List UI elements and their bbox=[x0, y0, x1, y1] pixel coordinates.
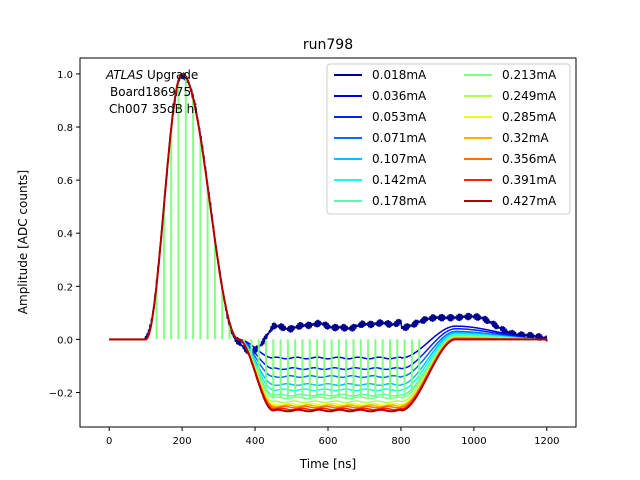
x-tick-label: 800 bbox=[391, 436, 410, 447]
legend-label: 0.285mA bbox=[502, 110, 557, 124]
x-tick-label: 1000 bbox=[461, 436, 486, 447]
legend-label: 0.018mA bbox=[372, 68, 427, 82]
legend-label: 0.32mA bbox=[502, 131, 549, 145]
series-0.427mA bbox=[108, 72, 548, 413]
series-0.213mA-samples bbox=[155, 76, 421, 399]
annotation-line-3: Ch007 35dB hi bbox=[109, 102, 198, 116]
y-tick-label: 0.2 bbox=[57, 282, 73, 293]
legend-label: 0.427mA bbox=[502, 194, 557, 208]
legend-label: 0.071mA bbox=[372, 131, 427, 145]
y-axis: −0.2 0.0 0.2 0.4 0.6 0.8 1.0 bbox=[49, 70, 80, 399]
x-tick-label: 400 bbox=[246, 436, 265, 447]
y-axis-label: Amplitude [ADC counts] bbox=[16, 170, 30, 314]
legend-box bbox=[326, 63, 571, 215]
chart-title: run798 bbox=[303, 37, 353, 53]
x-axis-label: Time [ns] bbox=[299, 457, 356, 471]
y-tick-label: 0.8 bbox=[57, 123, 73, 134]
atlas-annotation: ATLAS Upgrade Board186975 Ch007 35dB hi bbox=[105, 68, 198, 116]
legend-label: 0.053mA bbox=[372, 110, 427, 124]
legend-label: 0.107mA bbox=[372, 152, 427, 166]
x-tick-label: 1200 bbox=[534, 436, 559, 447]
x-tick-label: 200 bbox=[173, 436, 192, 447]
legend-label: 0.391mA bbox=[502, 173, 557, 187]
plot-lines bbox=[108, 72, 548, 413]
x-axis: 0 200 400 600 800 1000 1200 bbox=[106, 427, 560, 447]
x-tick-label: 0 bbox=[106, 436, 112, 447]
y-tick-label: 1.0 bbox=[57, 70, 73, 81]
legend-label: 0.142mA bbox=[372, 173, 427, 187]
legend-label: 0.249mA bbox=[502, 89, 557, 103]
legend-label: 0.213mA bbox=[502, 68, 557, 82]
annotation-line-2: Board186975 bbox=[110, 85, 191, 99]
annotation-upgrade: Upgrade bbox=[143, 68, 198, 82]
y-tick-label: 0.0 bbox=[57, 335, 73, 346]
legend-label: 0.036mA bbox=[372, 89, 427, 103]
annotation-line-1: ATLAS Upgrade bbox=[105, 68, 198, 82]
legend: 0.018mA 0.036mA 0.053mA 0.071mA 0.107mA 0.142… bbox=[326, 63, 571, 215]
y-tick-label: 0.4 bbox=[57, 229, 73, 240]
x-tick-label: 600 bbox=[318, 436, 337, 447]
legend-label: 0.178mA bbox=[372, 194, 427, 208]
atlas-italic: ATLAS bbox=[105, 68, 144, 82]
legend-label: 0.356mA bbox=[502, 152, 557, 166]
y-tick-label: 0.6 bbox=[57, 176, 73, 187]
y-tick-label: −0.2 bbox=[49, 388, 73, 399]
